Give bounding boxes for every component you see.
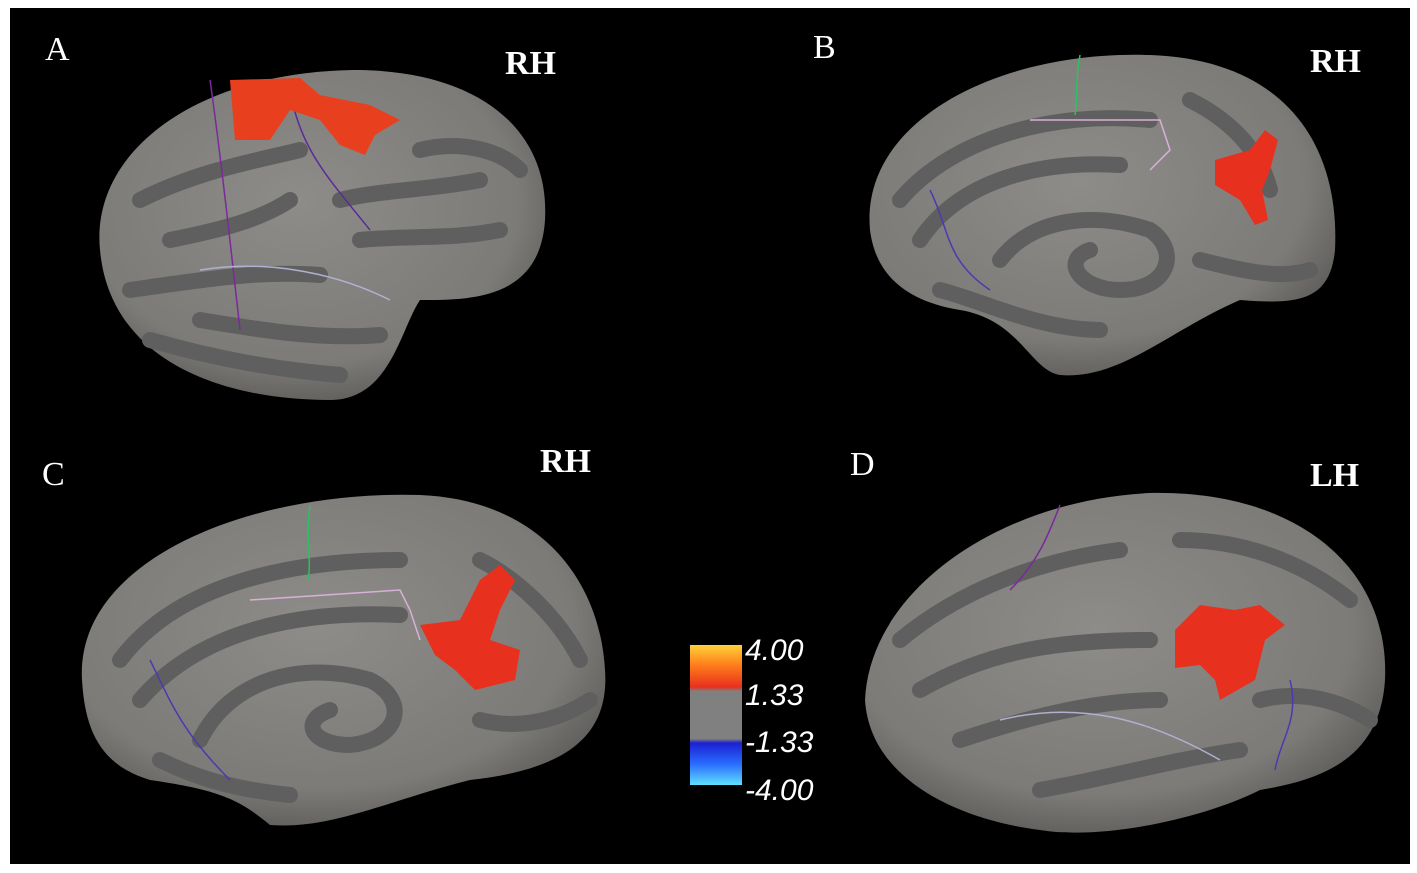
panel-label: B [813,29,836,66]
colorbar-label: -1.33 [745,726,814,759]
panel-label: A [45,31,70,68]
panel-label: C [42,456,65,493]
brain-d: D LH [850,446,1386,833]
brain-b: B RH [813,29,1361,376]
colorbar: 4.00 1.33 -1.33 -4.00 [690,634,814,807]
colorbar-label: 1.33 [745,679,804,712]
hemisphere-label: RH [540,443,591,480]
colorbar-label: 4.00 [745,634,804,667]
panel-label: D [850,446,875,483]
brain-c: C RH [42,443,606,826]
hemisphere-label: RH [505,45,556,82]
brain-a: A RH [45,31,556,400]
colorbar-label: -4.00 [745,774,814,807]
hemisphere-label: RH [1310,43,1361,80]
colorbar-gradient [690,645,742,785]
hemisphere-label: LH [1310,457,1359,494]
